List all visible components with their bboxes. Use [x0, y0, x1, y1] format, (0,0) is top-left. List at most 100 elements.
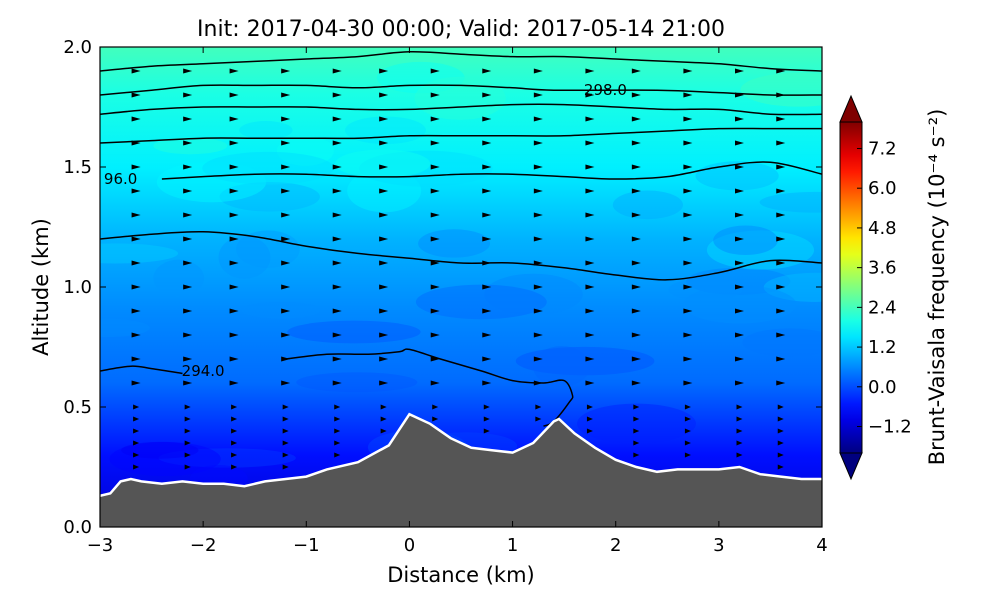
- wind-vector: [430, 68, 440, 74]
- wind-vector: [482, 116, 492, 122]
- x-tick-label: 0: [404, 535, 415, 556]
- wind-vector: [379, 116, 389, 122]
- wind-vector: [334, 440, 341, 446]
- wind-vector: [535, 404, 542, 410]
- wind-vector: [281, 308, 291, 314]
- theta-contour-6: [100, 84, 822, 96]
- cb-tick-label: 3.6: [868, 258, 897, 279]
- wind-vector: [533, 116, 543, 122]
- wind-vector: [482, 140, 492, 146]
- wind-vector: [483, 416, 490, 422]
- wind-vector: [734, 236, 744, 242]
- wind-vector: [131, 164, 141, 170]
- wind-vector: [334, 404, 341, 410]
- field-patch: [100, 243, 179, 264]
- wind-vector: [184, 452, 191, 458]
- wind-vector: [131, 284, 141, 290]
- wind-vector: [281, 284, 291, 290]
- wind-vector: [334, 428, 341, 434]
- wind-vector: [183, 212, 193, 218]
- field-patch: [296, 372, 418, 393]
- wind-vector: [332, 356, 342, 362]
- wind-vector: [332, 116, 342, 122]
- wind-vector: [183, 116, 193, 122]
- field-patch: [695, 161, 779, 191]
- wind-vector: [585, 356, 595, 362]
- wind-vector: [183, 380, 193, 386]
- wind-vector: [131, 212, 141, 218]
- wind-vector: [379, 140, 389, 146]
- wind-vector: [585, 260, 595, 266]
- wind-vector: [631, 260, 641, 266]
- cb-tick-label: 7.2: [868, 138, 897, 159]
- wind-vector: [631, 68, 641, 74]
- wind-vector: [631, 116, 641, 122]
- wind-vector: [683, 188, 693, 194]
- wind-vector: [734, 68, 744, 74]
- cb-tick-label: 0.0: [868, 377, 897, 398]
- wind-vector: [633, 428, 640, 434]
- field-patch: [100, 318, 150, 338]
- wind-vector: [184, 428, 191, 434]
- theta-contour-2: [100, 230, 822, 281]
- wind-vector: [776, 92, 786, 98]
- wind-vector: [379, 380, 389, 386]
- contour-labels: 294.0 96.0 298.0: [104, 81, 627, 380]
- field-patch: [763, 272, 822, 302]
- wind-vector: [631, 164, 641, 170]
- wind-vector: [332, 308, 342, 314]
- wind-vector: [231, 428, 238, 434]
- wind-vector: [334, 452, 341, 458]
- wind-vector: [183, 332, 193, 338]
- wind-vector: [535, 416, 542, 422]
- field-patch: [418, 229, 491, 258]
- wind-vector: [229, 236, 239, 242]
- wind-vector: [131, 260, 141, 266]
- x-tick-label: −3: [87, 535, 114, 556]
- wind-vector: [183, 356, 193, 362]
- wind-vector: [533, 380, 543, 386]
- wind-vector: [184, 404, 191, 410]
- wind-vector: [585, 236, 595, 242]
- theta-contour-0: [100, 365, 183, 375]
- wind-vector: [131, 380, 141, 386]
- field-patch: [515, 346, 655, 376]
- wind-vector: [483, 404, 490, 410]
- cb-tick-label: 4.8: [868, 218, 897, 239]
- wind-vector: [183, 164, 193, 170]
- wind-vector: [332, 68, 342, 74]
- wind-vector: [184, 440, 191, 446]
- field-patch: [668, 278, 743, 302]
- wind-vector: [183, 68, 193, 74]
- wind-vector: [332, 164, 342, 170]
- wind-vector: [229, 92, 239, 98]
- wind-vector: [379, 188, 389, 194]
- wind-vector: [631, 92, 641, 98]
- wind-vector: [777, 464, 784, 470]
- field-patch: [533, 346, 590, 387]
- wind-vector: [131, 332, 141, 338]
- theta-contour-4: [100, 127, 822, 144]
- wind-vector: [734, 188, 744, 194]
- wind-vector: [430, 188, 440, 194]
- wind-vector: [231, 464, 238, 470]
- wind-vector: [533, 332, 543, 338]
- wind-vector: [585, 68, 595, 74]
- contour-label-0: 294.0: [182, 362, 225, 380]
- wind-vector: [380, 404, 387, 410]
- chart-title: Init: 2017-04-30 00:00; Valid: 2017-05-1…: [197, 17, 725, 42]
- wind-vector: [683, 260, 693, 266]
- x-tick-label: 1: [507, 535, 518, 556]
- wind-vector: [734, 356, 744, 362]
- wind-vector: [736, 404, 743, 410]
- wind-vector: [482, 260, 492, 266]
- theta-contour-5: [100, 103, 822, 116]
- wind-vector: [332, 260, 342, 266]
- x-tick-label: 3: [713, 535, 724, 556]
- wind-vector: [585, 212, 595, 218]
- wind-vector: [229, 212, 239, 218]
- wind-vector: [183, 92, 193, 98]
- theta-contour-3: [161, 161, 822, 180]
- wind-vector: [281, 332, 291, 338]
- wind-vector: [734, 164, 744, 170]
